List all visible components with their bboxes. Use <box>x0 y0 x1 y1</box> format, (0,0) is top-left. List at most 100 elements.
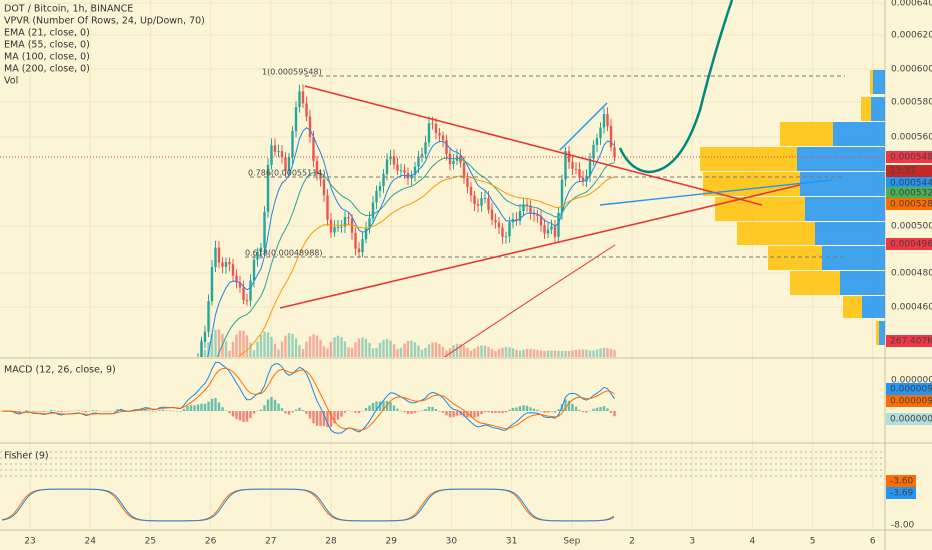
macd-histogram <box>581 411 585 413</box>
macd-histogram <box>322 411 326 427</box>
price-tag <box>886 238 932 250</box>
volume-bar <box>273 343 277 357</box>
macd-histogram <box>385 401 389 411</box>
macd-histogram <box>469 411 473 418</box>
legend: DOT / Bitcoin, 1h, BINANCE VPVR (Number … <box>4 4 205 462</box>
candle-body <box>504 236 508 238</box>
macd-histogram <box>536 409 539 411</box>
volume-bar <box>210 334 214 357</box>
candle-body <box>329 219 333 233</box>
volume-bar <box>532 349 536 357</box>
candle-body <box>266 164 270 212</box>
trend-line <box>279 184 801 309</box>
macd-tick-label: 0.00000000 <box>891 376 932 386</box>
macd-histogram <box>172 410 175 412</box>
candle-body <box>207 301 210 332</box>
volume-bar <box>270 336 273 357</box>
macd-histogram <box>91 410 95 411</box>
candle-body <box>354 232 357 249</box>
macd-histogram <box>67 410 70 412</box>
volume-bar <box>515 349 518 357</box>
volume-bar <box>403 343 406 357</box>
candle-body <box>522 204 525 212</box>
indicator: MA (200, close, 0) <box>4 64 90 75</box>
macd-histogram <box>144 409 147 411</box>
volume-bar <box>308 336 312 357</box>
volume-bar <box>382 339 385 357</box>
candle-body <box>277 151 280 153</box>
candle-body <box>357 248 361 253</box>
price-tick-label: 0.00064000 <box>891 0 932 9</box>
volume-bar <box>441 346 445 357</box>
macd-histogram <box>256 410 259 412</box>
volume-bar <box>546 350 550 357</box>
macd-histogram <box>350 411 354 412</box>
candle-body <box>210 267 214 302</box>
macd-histogram <box>238 411 242 421</box>
volume-bar <box>235 334 238 357</box>
candle-body <box>221 262 224 267</box>
volume-bar <box>354 342 357 357</box>
macd-histogram <box>441 411 445 413</box>
macd-histogram <box>406 411 410 414</box>
macd-histogram <box>217 402 221 411</box>
price-tag-label: 13:31 <box>890 167 916 177</box>
trend-line <box>304 85 763 206</box>
time-tick-label: 31 <box>506 537 517 547</box>
candle-body <box>602 114 606 128</box>
macd-histogram <box>368 405 371 411</box>
macd-histogram <box>315 411 319 426</box>
indicator: MA (100, close, 0) <box>4 52 90 63</box>
candle-body <box>403 170 406 173</box>
macd-histogram <box>312 411 315 424</box>
volume-bar <box>340 337 343 357</box>
candle-body <box>483 198 487 200</box>
time-tick-label: 5 <box>810 537 816 547</box>
macd-histogram <box>154 411 158 412</box>
volume-bar <box>578 349 581 357</box>
macd-histogram <box>245 411 249 422</box>
candle-body <box>588 158 592 176</box>
macd-histogram <box>224 410 228 411</box>
macd-histogram <box>95 410 98 411</box>
volume-bar <box>613 350 616 357</box>
macd-histogram <box>175 411 179 412</box>
macd-histogram <box>88 411 91 412</box>
candle-body <box>536 214 539 216</box>
volume-bar <box>459 343 462 357</box>
candle-body <box>301 91 305 104</box>
candle-body <box>242 287 245 301</box>
volume-bar <box>287 332 291 357</box>
candle-body <box>368 218 371 229</box>
macd-histogram <box>39 411 42 412</box>
volume-bar <box>550 350 553 357</box>
candle-body <box>280 151 284 158</box>
candle-body <box>413 166 417 175</box>
macd-histogram <box>200 403 203 411</box>
fisher-tag-label: -3.60 <box>890 477 914 487</box>
price-tag <box>886 198 932 210</box>
macd-histogram <box>448 411 452 418</box>
macd-histogram <box>340 411 343 417</box>
macd-histogram <box>74 410 77 412</box>
macd-histogram <box>102 410 105 412</box>
candle-body <box>294 107 298 132</box>
candle-body <box>284 157 287 171</box>
macd-tag <box>886 395 932 407</box>
volume-bar <box>361 337 364 357</box>
candle-body <box>462 162 466 179</box>
candle-body <box>518 211 522 221</box>
candle-body <box>291 131 294 158</box>
candle-body <box>585 175 588 182</box>
candle-body <box>508 222 511 237</box>
candle-body <box>543 225 546 234</box>
macd-histogram <box>392 405 396 411</box>
fisher-line <box>1 488 615 522</box>
macd-histogram <box>203 403 207 411</box>
time-tick-label: 23 <box>24 537 35 547</box>
volume-bar <box>284 335 287 357</box>
macd-histogram <box>319 411 322 426</box>
macd-histogram <box>81 411 84 412</box>
macd-histogram <box>595 407 599 411</box>
macd-histogram <box>214 397 217 411</box>
